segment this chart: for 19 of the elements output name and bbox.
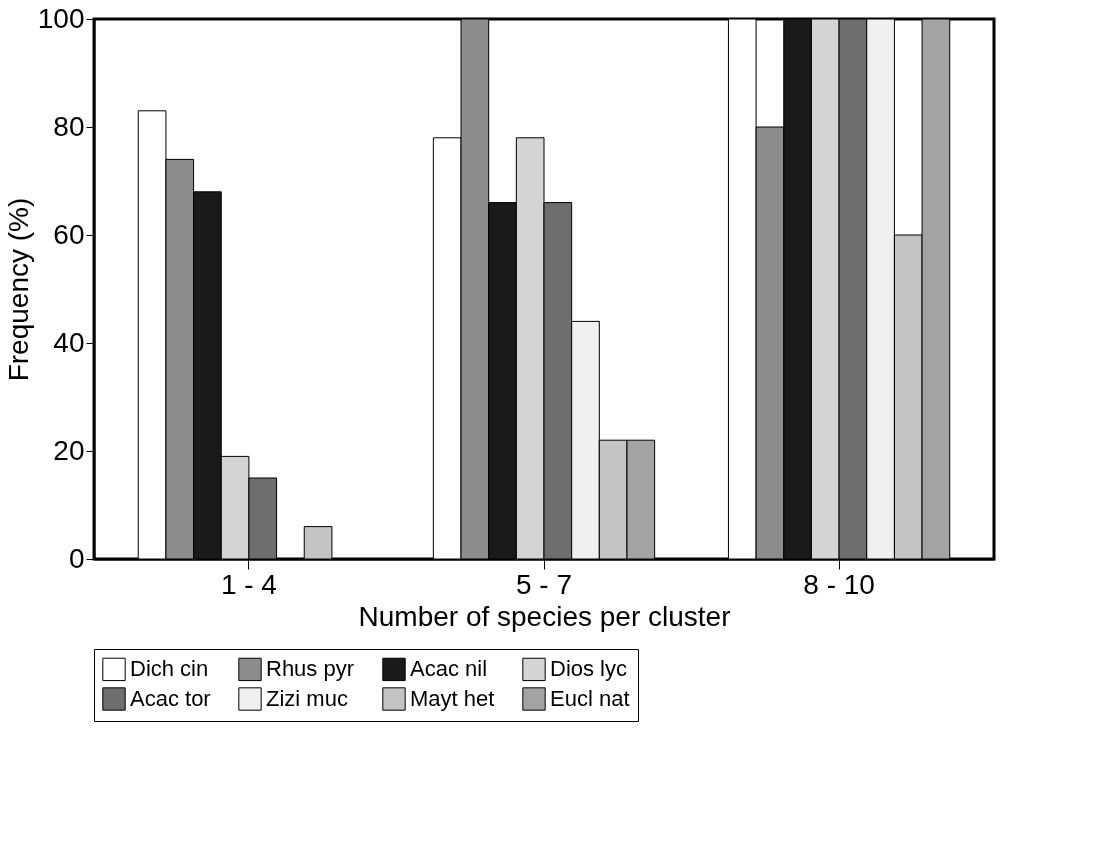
x-tick-label: 5 - 7	[515, 568, 573, 600]
x-axis-title: Number of species per cluster	[358, 600, 731, 632]
y-tick-label: 80	[53, 110, 85, 142]
y-tick-label: 20	[53, 434, 85, 466]
legend-label: Rhus pyr	[266, 656, 355, 682]
legend-label: Acac nil	[410, 656, 488, 682]
legend-label: Dich cin	[130, 656, 209, 682]
legend-label: Eucl nat	[550, 686, 630, 711]
y-tick-label: 60	[53, 218, 85, 250]
y-tick-label: 0	[68, 542, 85, 574]
x-tick-label: 1 - 4	[220, 568, 277, 600]
legend-label: Acac tor	[130, 686, 211, 711]
y-axis-title: Frequency (%)	[2, 197, 34, 382]
legend-label: Mayt het	[410, 686, 495, 711]
y-tick-label: 40	[53, 326, 85, 358]
legend-label: Dios lyc	[550, 656, 628, 682]
legend-label: Zizi muc	[266, 686, 348, 711]
y-tick-label: 100	[37, 2, 85, 34]
x-tick-label: 8 - 10	[803, 568, 875, 600]
